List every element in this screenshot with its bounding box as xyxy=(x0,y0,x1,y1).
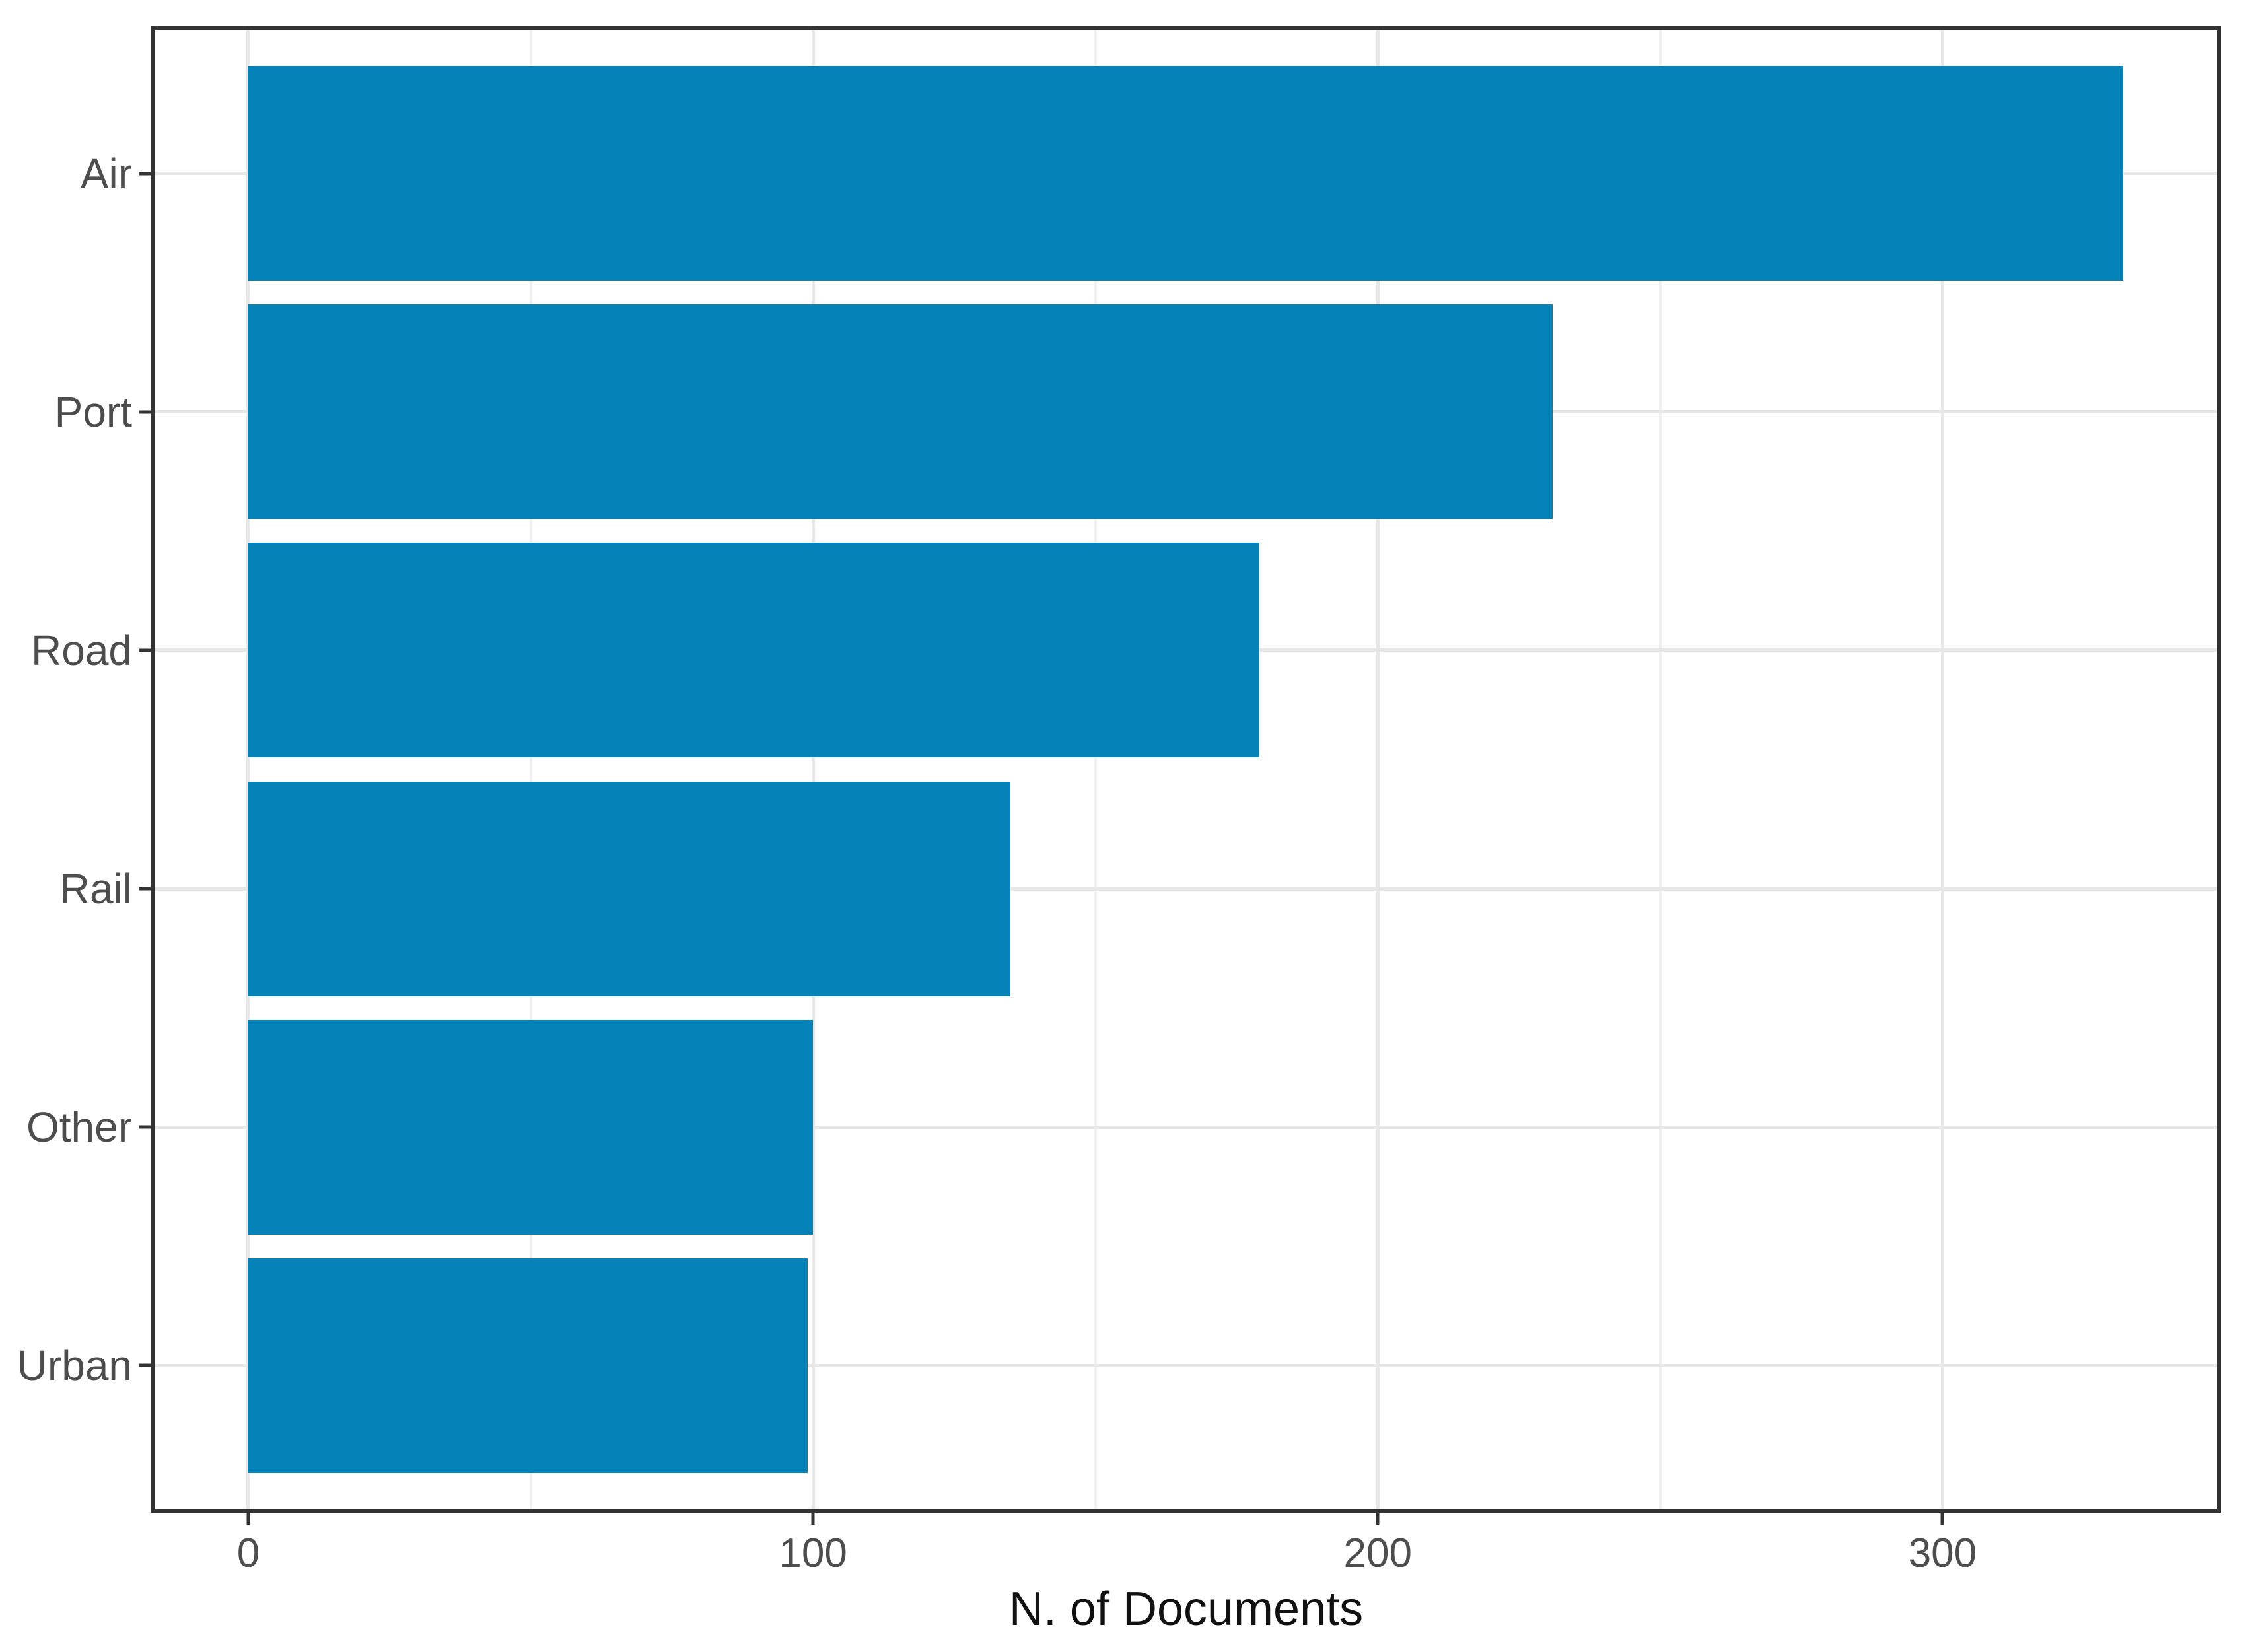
row-gridline-rail xyxy=(155,887,2217,891)
y-axis-label-urban: Urban xyxy=(17,1342,132,1390)
major-gridline-300 xyxy=(1940,30,1944,1509)
x-tick-mark-100 xyxy=(811,1513,815,1525)
major-gridline-200 xyxy=(1376,30,1380,1509)
bar-other xyxy=(248,1019,814,1235)
x-tick-label-300: 300 xyxy=(1908,1531,1977,1576)
y-tick-mark-road xyxy=(139,648,151,652)
y-axis-label-road: Road xyxy=(31,626,132,674)
bar-urban xyxy=(248,1258,808,1473)
x-tick-label-100: 100 xyxy=(779,1531,847,1576)
bar-port xyxy=(248,304,1553,520)
y-axis-label-other: Other xyxy=(26,1103,132,1152)
y-tick-mark-urban xyxy=(139,1363,151,1367)
major-gridline-0 xyxy=(246,30,250,1509)
y-axis-label-port: Port xyxy=(54,388,132,436)
y-axis-label-rail: Rail xyxy=(59,865,132,913)
y-tick-mark-air xyxy=(139,172,151,176)
y-tick-mark-port xyxy=(139,410,151,414)
x-tick-label-200: 200 xyxy=(1343,1531,1412,1576)
minor-gridline-50 xyxy=(529,30,532,1509)
y-axis-label-air: Air xyxy=(80,149,132,197)
bar-air xyxy=(248,66,2124,281)
bar-rail xyxy=(248,781,1011,996)
minor-gridline-250 xyxy=(1658,30,1662,1509)
x-tick-mark-300 xyxy=(1940,1513,1944,1525)
row-gridline-other xyxy=(155,1125,2217,1129)
x-tick-label-0: 0 xyxy=(236,1531,260,1576)
x-axis-title: N. of Documents xyxy=(1008,1583,1364,1635)
x-tick-mark-200 xyxy=(1376,1513,1380,1525)
x-tick-mark-0 xyxy=(246,1513,250,1525)
plot-panel xyxy=(151,26,2221,1513)
bar-road xyxy=(248,543,1259,758)
y-tick-mark-other xyxy=(139,1125,151,1129)
minor-gridline-150 xyxy=(1094,30,1097,1509)
row-gridline-urban xyxy=(155,1363,2217,1367)
major-gridline-100 xyxy=(811,30,815,1509)
bar-layer xyxy=(155,30,2217,1509)
y-tick-mark-rail xyxy=(139,887,151,891)
